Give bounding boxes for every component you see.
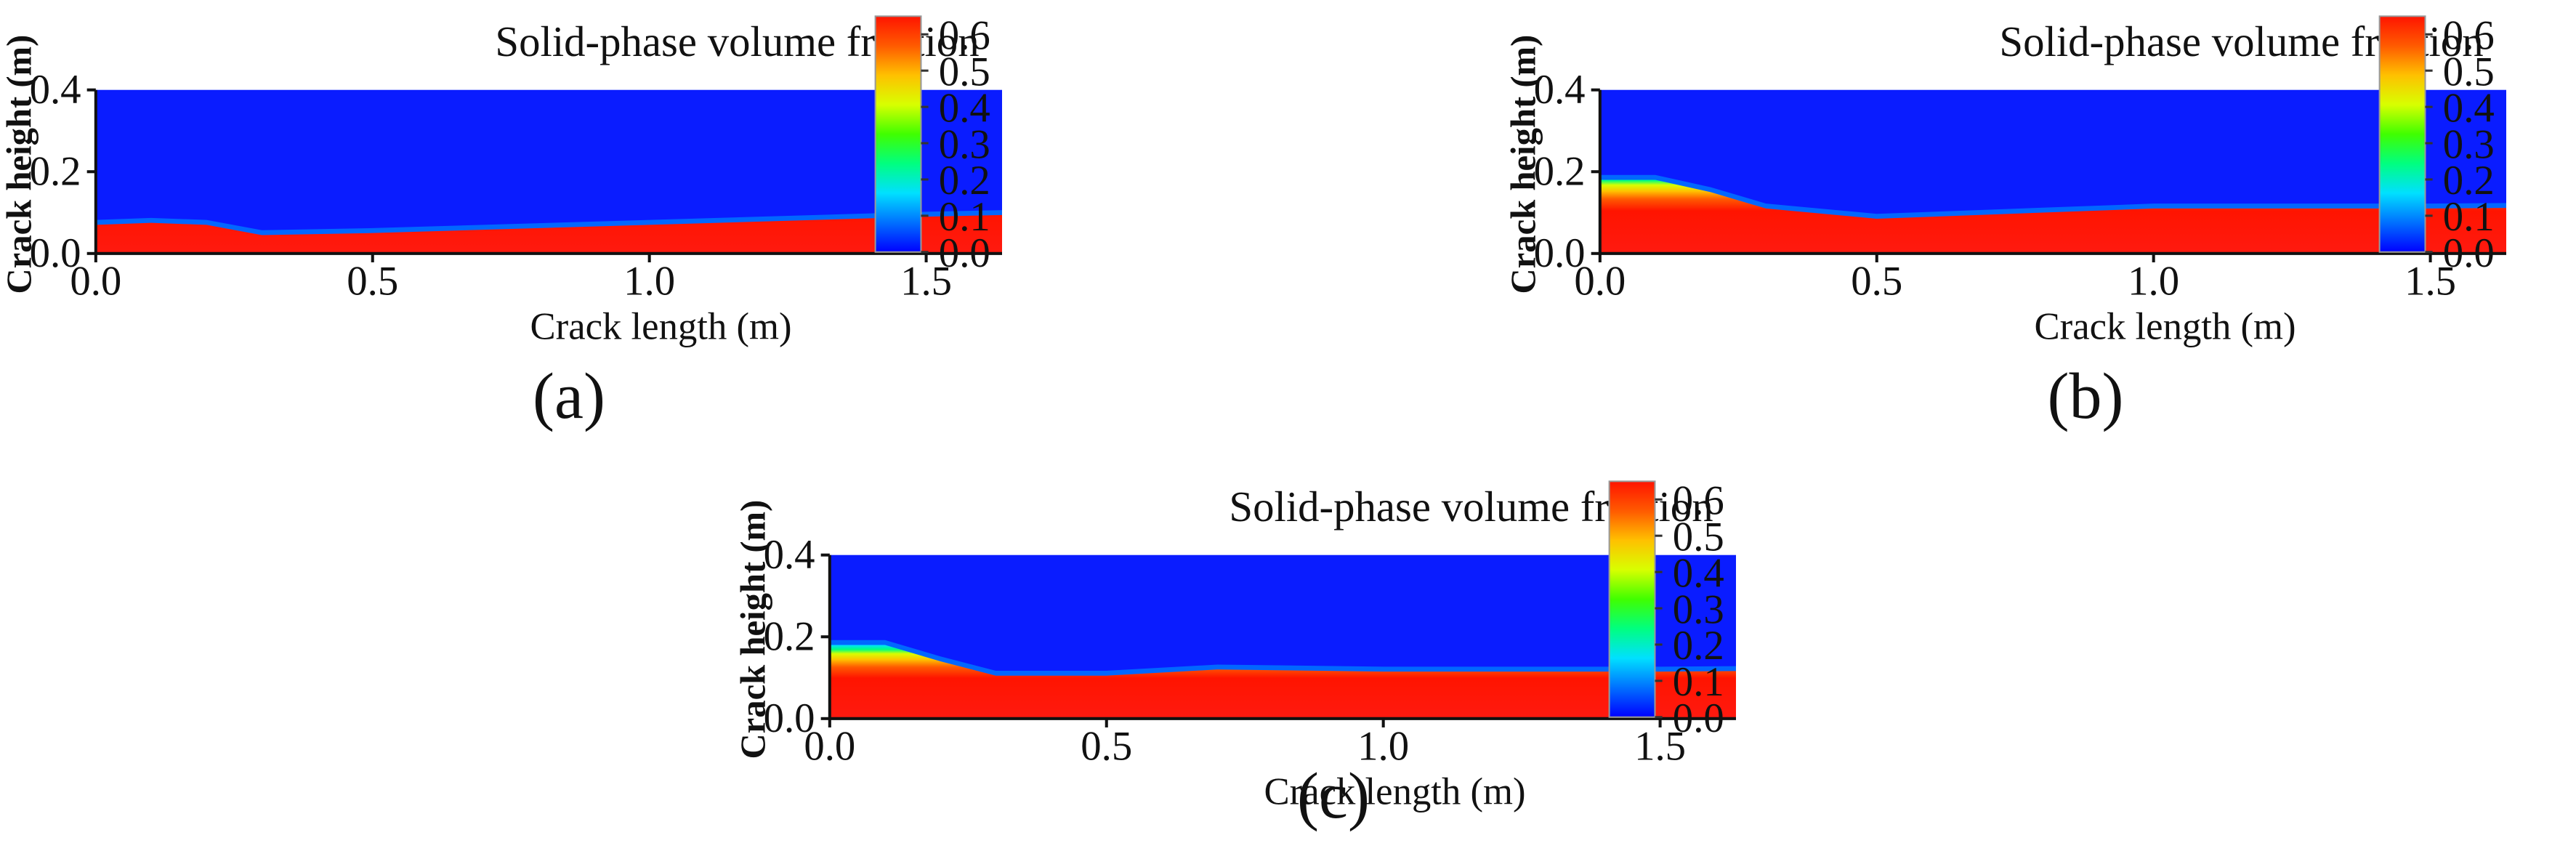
y-tick-label: 0.4: [1534, 67, 1586, 113]
y-tick-label: 0.0: [1534, 230, 1586, 276]
colorbar-tick-label: 0.6: [939, 13, 990, 59]
colorbar-tick-label: 0.1: [939, 194, 990, 240]
colorbar-tick-label: 0.2: [939, 158, 990, 203]
y-tick-label: 0.4: [30, 67, 81, 113]
colorbar-tick-label: 0.5: [1673, 514, 1724, 560]
x-axis-label: Crack length (m): [1264, 770, 1525, 812]
sediment-bed: [1599, 180, 2507, 254]
x-tick-label: 0.0: [804, 724, 855, 770]
y-tick-label: 0.0: [30, 230, 81, 276]
colorbar-tick-label: 0.1: [1673, 659, 1724, 705]
x-tick-label: 1.5: [900, 259, 952, 304]
x-tick-label: 1.0: [623, 259, 675, 304]
colorbar-tick-label: 0.3: [1673, 586, 1724, 632]
x-axis-label: Crack length (m): [530, 305, 791, 347]
colorbar-tick-label: 0.1: [2443, 194, 2495, 240]
y-axis-label: Crack height (m): [0, 35, 39, 294]
colorbar-tick-label: 0.4: [2443, 85, 2495, 131]
colorbar-tick-label: 0.0: [1673, 695, 1724, 741]
y-tick-label: 0.2: [764, 614, 815, 660]
sediment-bed: [95, 214, 1003, 254]
y-tick-label: 0.4: [764, 532, 815, 578]
sediment-bed: [829, 645, 1737, 719]
colorbar-tick-label: 0.5: [939, 49, 990, 94]
y-axis-label: Crack height (m): [734, 500, 773, 759]
colorbar-tick-label: 0.6: [2443, 13, 2495, 59]
colorbar: [874, 15, 922, 253]
x-tick-label: 1.0: [1357, 724, 1409, 770]
x-tick-label: 0.5: [347, 259, 398, 304]
y-tick-label: 0.2: [30, 149, 81, 195]
colorbar-tick-label: 0.2: [1673, 623, 1724, 669]
colorbar-tick-label: 0.6: [1673, 478, 1724, 524]
colorbar-tick-label: 0.3: [2443, 121, 2495, 167]
y-tick-label: 0.2: [1534, 149, 1586, 195]
colorbar-tick-label: 0.4: [1673, 550, 1724, 596]
x-tick-label: 1.5: [2405, 259, 2456, 304]
colorbar-tick-label: 0.0: [2443, 230, 2495, 276]
x-tick-label: 0.0: [1574, 259, 1626, 304]
y-axis-label: Crack height (m): [1504, 35, 1543, 294]
colorbar-tick-label: 0.5: [2443, 49, 2495, 94]
colorbar-tick-label: 0.2: [2443, 158, 2495, 203]
x-tick-label: 0.5: [1081, 724, 1132, 770]
x-axis-label: Crack length (m): [2034, 305, 2296, 347]
colorbar: [1608, 480, 1656, 718]
x-tick-label: 0.5: [1851, 259, 1902, 304]
colorbar-tick-label: 0.0: [939, 230, 990, 276]
x-tick-label: 1.0: [2128, 259, 2179, 304]
colorbar-tick-label: 0.4: [939, 85, 990, 131]
y-tick-label: 0.0: [764, 695, 815, 741]
colorbar-tick-label: 0.3: [939, 121, 990, 167]
x-tick-label: 0.0: [70, 259, 121, 304]
colorbar: [2378, 15, 2426, 253]
x-tick-label: 1.5: [1634, 724, 1686, 770]
